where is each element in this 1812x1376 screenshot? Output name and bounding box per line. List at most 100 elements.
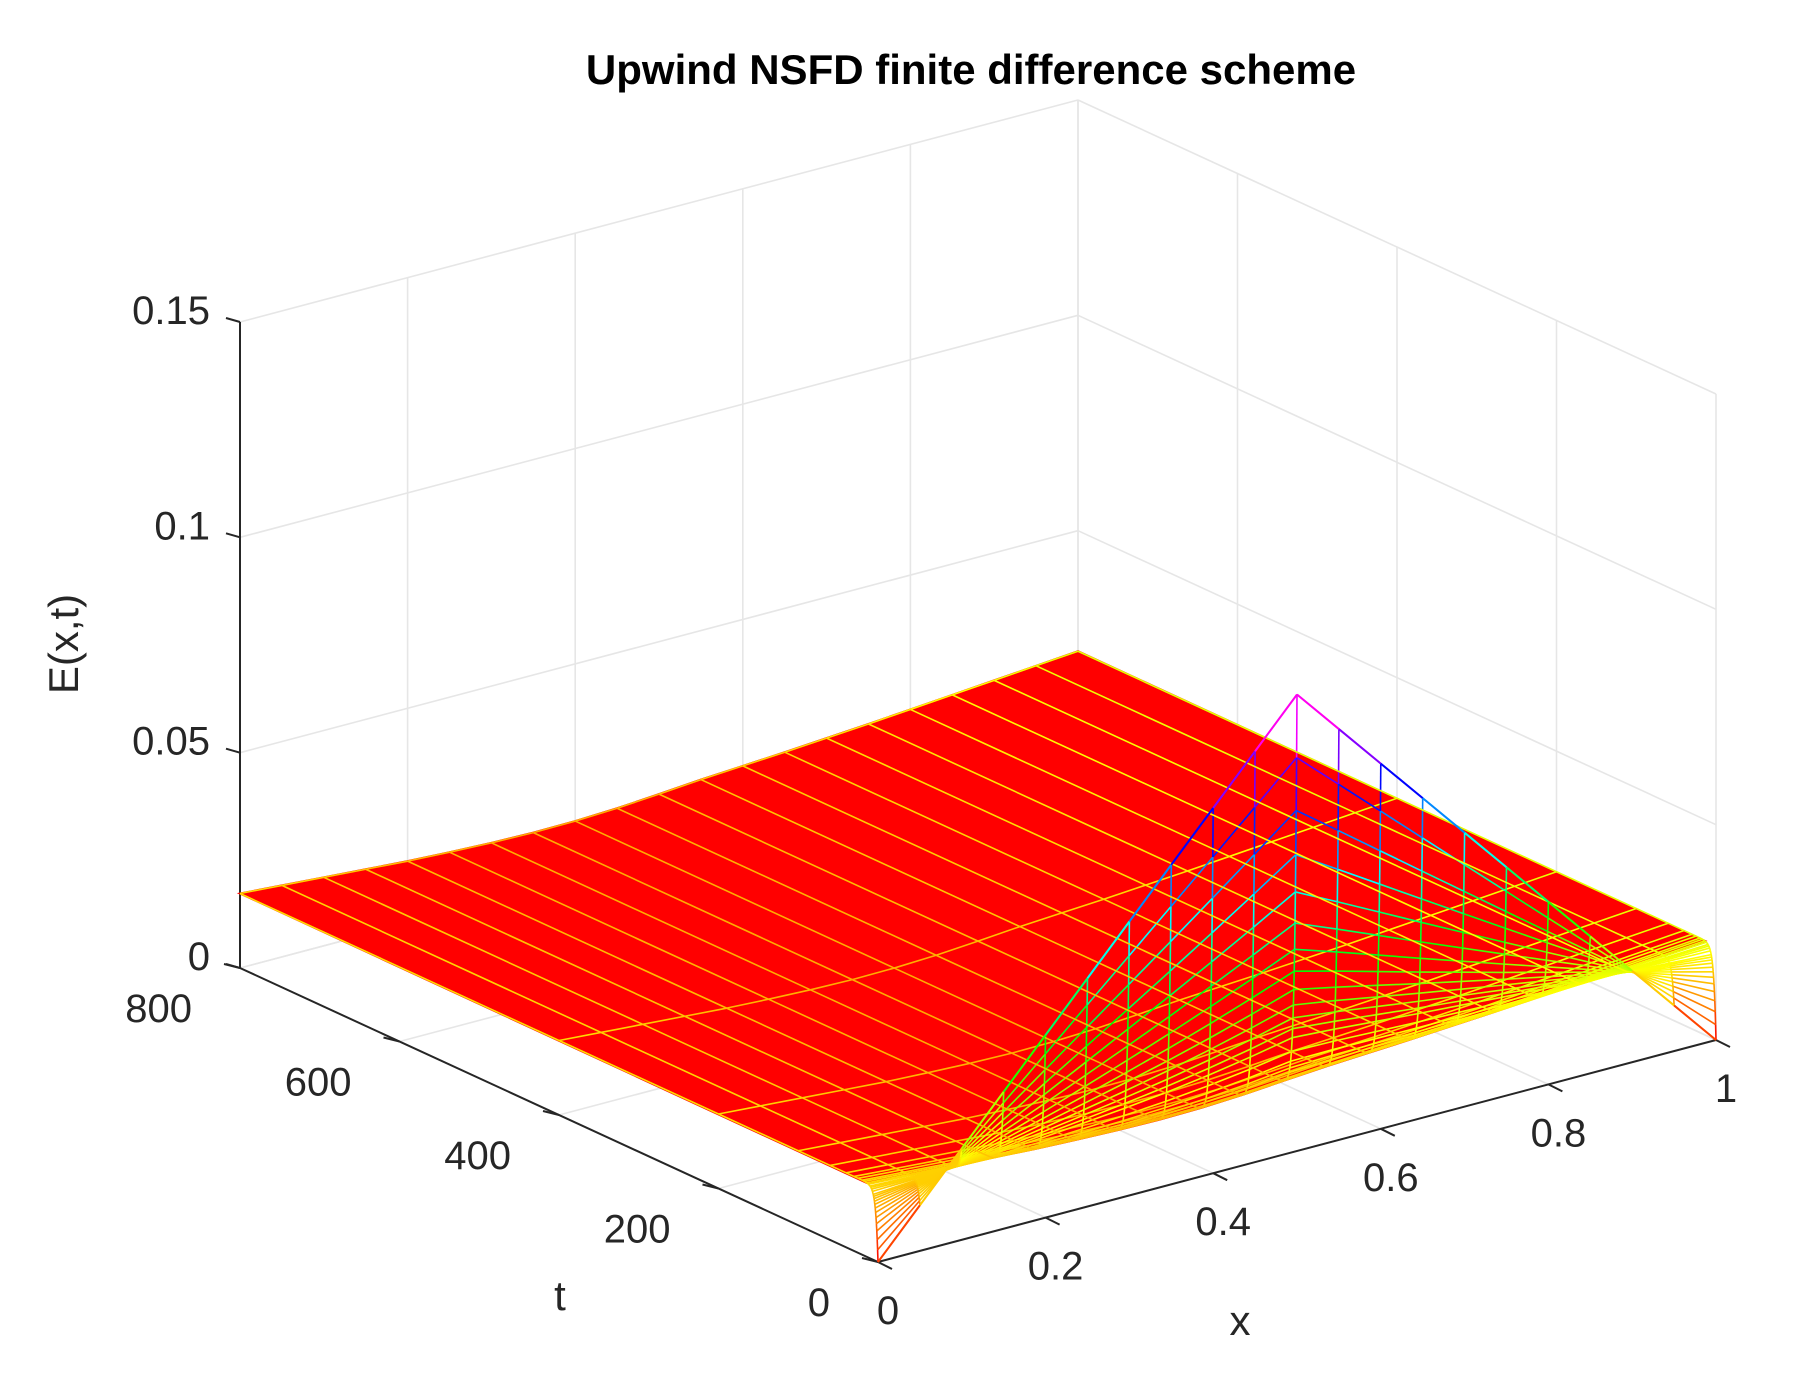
mesh-line	[1042, 1102, 1085, 1125]
mesh-line	[1042, 1085, 1086, 1113]
mesh-line	[1664, 941, 1707, 957]
mesh-line	[1127, 995, 1171, 1030]
initial-profile-edge	[919, 1147, 963, 1206]
mesh-line	[1077, 650, 1398, 799]
mesh-line	[1377, 982, 1420, 987]
mesh-line	[1061, 912, 1222, 988]
mesh-line	[1083, 1089, 1127, 1111]
mesh-line	[1547, 930, 1590, 953]
mesh-line	[1147, 1114, 1152, 1119]
mesh-line	[1332, 1038, 1375, 1051]
mesh-line	[1486, 1008, 1491, 1012]
mesh-line	[1204, 1087, 1248, 1103]
mesh-line	[1216, 1050, 1250, 1067]
mesh-line	[1084, 1071, 1127, 1097]
mesh-line	[1504, 941, 1547, 954]
mesh-line	[1077, 1128, 1121, 1141]
mesh-line	[1161, 1114, 1165, 1119]
mesh-line	[872, 1179, 916, 1196]
mesh-line	[870, 1176, 913, 1189]
mesh-line	[407, 860, 727, 1009]
mesh-line	[1334, 1013, 1377, 1023]
mesh-line	[1670, 966, 1713, 971]
mesh-line	[1342, 1008, 1376, 1025]
mesh-line	[999, 1127, 1043, 1148]
mesh-line	[1262, 957, 1306, 974]
mesh-line	[951, 694, 1272, 843]
mesh-line	[1566, 977, 1571, 981]
mesh-line	[1454, 1010, 1498, 1026]
mesh-line	[1432, 1016, 1442, 1022]
mesh-line	[1091, 1089, 1124, 1106]
mesh-line	[1500, 980, 1517, 990]
mesh-line	[869, 1175, 913, 1187]
mesh-line	[1541, 981, 1585, 996]
mesh-line	[1206, 1079, 1224, 1089]
mesh-line	[1695, 935, 1701, 939]
mesh-line	[239, 892, 560, 1042]
mesh-line	[802, 1088, 845, 1099]
mesh-line	[365, 868, 686, 1017]
mesh-line	[1539, 995, 1542, 998]
mesh-line	[999, 1131, 1042, 1150]
mesh-line	[1576, 981, 1580, 985]
mesh-line	[1552, 922, 1595, 939]
mesh-line	[913, 1140, 957, 1151]
x-tick-label: 0.2	[1028, 1245, 1084, 1289]
mesh-line	[1251, 988, 1295, 1015]
mesh-line	[908, 1165, 951, 1176]
mesh-line	[700, 765, 744, 781]
mesh-line	[1545, 965, 1588, 971]
mesh-line	[1272, 1061, 1316, 1078]
mesh-line	[1378, 954, 1421, 960]
mesh-line	[1220, 985, 1302, 1024]
mesh-line	[1292, 1011, 1336, 1019]
mesh-line	[1457, 1012, 1460, 1018]
chart-title: Upwind NSFD finite difference scheme	[586, 46, 1356, 93]
mesh-line	[864, 1180, 868, 1184]
mesh-line	[1038, 1134, 1081, 1148]
mesh-line	[1166, 1059, 1210, 1080]
mesh-line	[1440, 1020, 1445, 1024]
mesh-line	[1653, 935, 1697, 952]
mesh-line	[1657, 937, 1701, 954]
mesh-line	[1673, 997, 1717, 1026]
mesh-line	[1622, 969, 1625, 972]
mesh-line	[1584, 936, 1627, 954]
mesh-line	[909, 1174, 913, 1178]
mesh-line	[1338, 783, 1381, 812]
mesh-line	[1011, 1052, 1092, 1091]
mesh-line	[1669, 956, 1712, 966]
mesh-line	[797, 1150, 831, 1167]
mesh-line	[1125, 1078, 1168, 1099]
mesh-line	[1210, 977, 1254, 1008]
mesh-line	[979, 1151, 985, 1155]
mesh-line	[1055, 1130, 1064, 1136]
mesh-line	[955, 1132, 998, 1142]
mesh-line	[1234, 1092, 1240, 1096]
mesh-line	[1247, 1077, 1250, 1084]
mesh-line	[1290, 1050, 1308, 1060]
mesh-line	[1250, 1027, 1293, 1050]
mesh-line	[1544, 975, 1587, 982]
mesh-line	[1330, 1055, 1333, 1060]
mesh-line	[1418, 1000, 1461, 1009]
mesh-line	[1328, 1059, 1332, 1065]
initial-profile-edge	[1589, 935, 1633, 972]
mesh-line	[1002, 1053, 1046, 1104]
mesh-line	[1458, 1005, 1461, 1013]
mesh-line	[1335, 984, 1378, 988]
mesh-line	[1165, 1085, 1208, 1103]
mesh-line	[1271, 826, 1314, 843]
mesh-line	[810, 989, 971, 1065]
mesh-line	[1505, 890, 1549, 919]
mesh-line	[1013, 1139, 1023, 1145]
mesh-line	[1164, 1092, 1208, 1109]
mesh-line	[1558, 973, 1567, 979]
mesh-line	[1699, 937, 1703, 940]
mesh-line	[1542, 988, 1545, 993]
mesh-line	[1417, 1004, 1460, 1015]
mesh-line	[1043, 1074, 1086, 1105]
mesh-line	[1377, 992, 1420, 998]
mesh-line	[1584, 979, 1587, 983]
